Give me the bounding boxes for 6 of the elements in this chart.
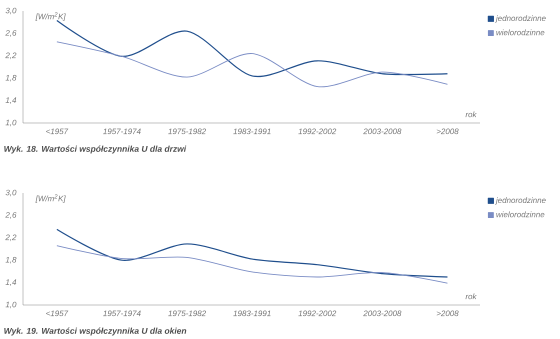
- line-series: [56, 228, 448, 278]
- text: Wyk. 19. Wartości współczynnika U dla okien: [4, 328, 186, 336]
- line-series: [56, 20, 448, 78]
- line-series: [56, 41, 448, 88]
- line-series: [56, 245, 448, 284]
- text: Wyk. 18. Wartości współczynnika U dla drzwi: [4, 146, 186, 154]
